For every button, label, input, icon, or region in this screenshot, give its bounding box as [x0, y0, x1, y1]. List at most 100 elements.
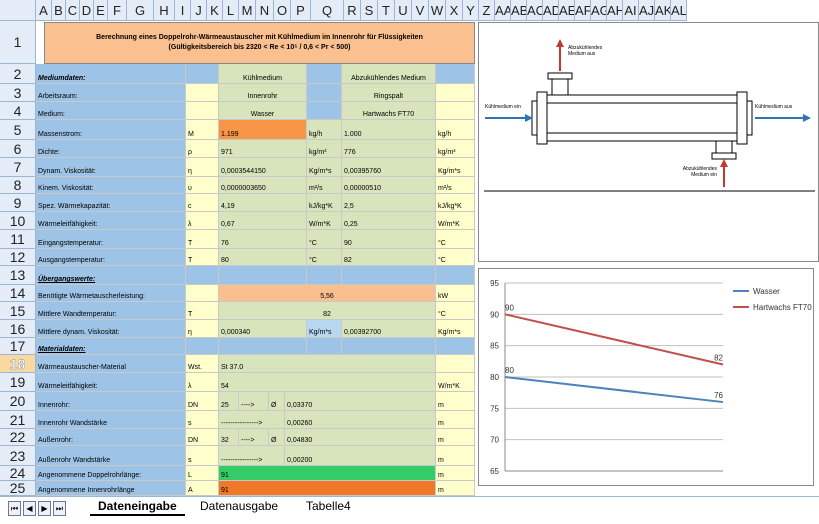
- row25-symbol-cell[interactable]: A: [186, 481, 219, 496]
- column-header-n[interactable]: N: [256, 0, 274, 21]
- row10-inner-value-cell[interactable]: 0,67: [219, 212, 307, 230]
- row5-inner-unit-cell[interactable]: kg/h: [307, 120, 342, 140]
- row9-outer-value-cell[interactable]: 2,5: [342, 194, 436, 212]
- row16-symbol-cell[interactable]: η: [186, 320, 219, 338]
- row12-inner-unit-cell[interactable]: °C: [307, 249, 342, 266]
- column-header-ah[interactable]: AH: [607, 0, 623, 21]
- row17-symbol-cell[interactable]: [186, 338, 219, 355]
- row15-label-cell[interactable]: Mittlere Wandtemperatur:: [36, 302, 186, 320]
- column-header-ab[interactable]: AB: [511, 0, 527, 21]
- column-header-u[interactable]: U: [395, 0, 412, 21]
- column-header-q[interactable]: Q: [311, 0, 344, 21]
- column-header-p[interactable]: P: [291, 0, 311, 21]
- row-header-18[interactable]: 18: [0, 355, 36, 373]
- row13-symbol-cell[interactable]: [186, 266, 219, 285]
- row11-inner-unit-cell[interactable]: °C: [307, 230, 342, 249]
- row4-unit-cell[interactable]: [436, 102, 475, 120]
- row15-symbol-cell[interactable]: T: [186, 302, 219, 320]
- column-header-l[interactable]: L: [223, 0, 239, 21]
- row19-symbol-cell[interactable]: λ: [186, 373, 219, 392]
- row22-arrow-cell[interactable]: ---->: [239, 429, 269, 446]
- row9-symbol-cell[interactable]: c: [186, 194, 219, 212]
- row4-inner-value-cell[interactable]: Wasser: [219, 102, 307, 120]
- row8-inner-value-cell[interactable]: 0,0000003650: [219, 177, 307, 194]
- column-header-x[interactable]: X: [446, 0, 463, 21]
- row11-outer-value-cell[interactable]: 90: [342, 230, 436, 249]
- column-header-f[interactable]: F: [108, 0, 127, 21]
- row20-dn-cell[interactable]: 25: [219, 392, 239, 411]
- column-header-al[interactable]: AL: [671, 0, 687, 21]
- row13-inner-value-cell[interactable]: [219, 266, 307, 285]
- row15-unit-cell[interactable]: °C: [436, 302, 475, 320]
- row7-inner-unit-cell[interactable]: Kg/m*s: [307, 158, 342, 177]
- row10-unit-cell[interactable]: W/m*K: [436, 212, 475, 230]
- row12-outer-value-cell[interactable]: 82: [342, 249, 436, 266]
- column-header-d[interactable]: D: [80, 0, 94, 21]
- row2-inner-value-cell[interactable]: Kühlmedium: [219, 64, 307, 84]
- row3-inner-unit-cell[interactable]: [307, 84, 342, 102]
- row14-label-cell[interactable]: Benötigte Wärmetauscherleistung:: [36, 285, 186, 302]
- row3-outer-value-cell[interactable]: Ringspalt: [342, 84, 436, 102]
- row5-symbol-cell[interactable]: M: [186, 120, 219, 140]
- row-header-16[interactable]: 16: [0, 320, 36, 338]
- row22-dia-value-cell[interactable]: 0,04830: [285, 429, 436, 446]
- column-header-b[interactable]: B: [52, 0, 66, 21]
- row23-value-cell[interactable]: 0,00200: [285, 446, 436, 466]
- column-header-ak[interactable]: AK: [655, 0, 671, 21]
- column-header-aa[interactable]: AA: [495, 0, 511, 21]
- row24-symbol-cell[interactable]: L: [186, 466, 219, 481]
- row12-unit-cell[interactable]: °C: [436, 249, 475, 266]
- row-header-2[interactable]: 2: [0, 64, 36, 84]
- row5-unit-cell[interactable]: kg/h: [436, 120, 475, 140]
- row2-label-cell[interactable]: Mediumdaten:: [36, 64, 186, 84]
- column-header-r[interactable]: R: [344, 0, 361, 21]
- column-header-w[interactable]: W: [429, 0, 446, 21]
- row-header-12[interactable]: 12: [0, 249, 36, 266]
- column-header-ad[interactable]: AD: [543, 0, 559, 21]
- column-header-i[interactable]: I: [175, 0, 191, 21]
- row4-symbol-cell[interactable]: [186, 102, 219, 120]
- sheet-tab-datenausgabe[interactable]: Datenausgabe: [200, 499, 279, 513]
- row15-value-cell[interactable]: 82: [219, 302, 436, 320]
- row12-inner-value-cell[interactable]: 80: [219, 249, 307, 266]
- first-sheet-button[interactable]: ⏮: [8, 501, 21, 516]
- row24-value-cell[interactable]: 91: [219, 466, 436, 481]
- row20-dia-symbol-cell[interactable]: Ø: [269, 392, 285, 411]
- row8-symbol-cell[interactable]: υ: [186, 177, 219, 194]
- row22-unit-cell[interactable]: m: [436, 429, 475, 446]
- row23-symbol-cell[interactable]: s: [186, 446, 219, 466]
- row5-outer-value-cell[interactable]: 1.000: [342, 120, 436, 140]
- row-header-22[interactable]: 22: [0, 429, 36, 446]
- row22-label-cell[interactable]: Außenrohr:: [36, 429, 186, 446]
- row24-unit-cell[interactable]: m: [436, 466, 475, 481]
- row-header-8[interactable]: 8: [0, 177, 36, 194]
- row8-outer-value-cell[interactable]: 0,00000510: [342, 177, 436, 194]
- row2-inner-unit-cell[interactable]: [307, 64, 342, 84]
- row17-label-cell[interactable]: Materialdaten:: [36, 338, 186, 355]
- row3-symbol-cell[interactable]: [186, 84, 219, 102]
- row16-outer-value-cell[interactable]: 0,00392700: [342, 320, 436, 338]
- column-header-g[interactable]: G: [127, 0, 154, 21]
- row6-symbol-cell[interactable]: ρ: [186, 140, 219, 158]
- row22-dn-cell[interactable]: 32: [219, 429, 239, 446]
- column-header-s[interactable]: S: [361, 0, 378, 21]
- row16-inner-value-cell[interactable]: 0,000340: [219, 320, 307, 338]
- row-header-4[interactable]: 4: [0, 102, 36, 120]
- row-header-5[interactable]: 5: [0, 120, 36, 140]
- row13-inner-unit-cell[interactable]: [307, 266, 342, 285]
- row3-inner-value-cell[interactable]: Innenrohr: [219, 84, 307, 102]
- row11-unit-cell[interactable]: °C: [436, 230, 475, 249]
- row16-inner-unit-cell[interactable]: Kg/m*s: [307, 320, 342, 338]
- sheet-tab-dateneingabe[interactable]: Dateneingabe: [90, 497, 185, 516]
- row17-outer-value-cell[interactable]: [342, 338, 436, 355]
- row14-symbol-cell[interactable]: [186, 285, 219, 302]
- row25-value-cell[interactable]: 91: [219, 481, 436, 496]
- row-header-9[interactable]: 9: [0, 194, 36, 212]
- row20-dia-value-cell[interactable]: 0,03370: [285, 392, 436, 411]
- row19-value-cell[interactable]: 54: [219, 373, 436, 392]
- row13-outer-value-cell[interactable]: [342, 266, 436, 285]
- row-header-10[interactable]: 10: [0, 212, 36, 230]
- column-header-ac[interactable]: AC: [527, 0, 543, 21]
- column-header-c[interactable]: C: [66, 0, 80, 21]
- row17-inner-value-cell[interactable]: [219, 338, 307, 355]
